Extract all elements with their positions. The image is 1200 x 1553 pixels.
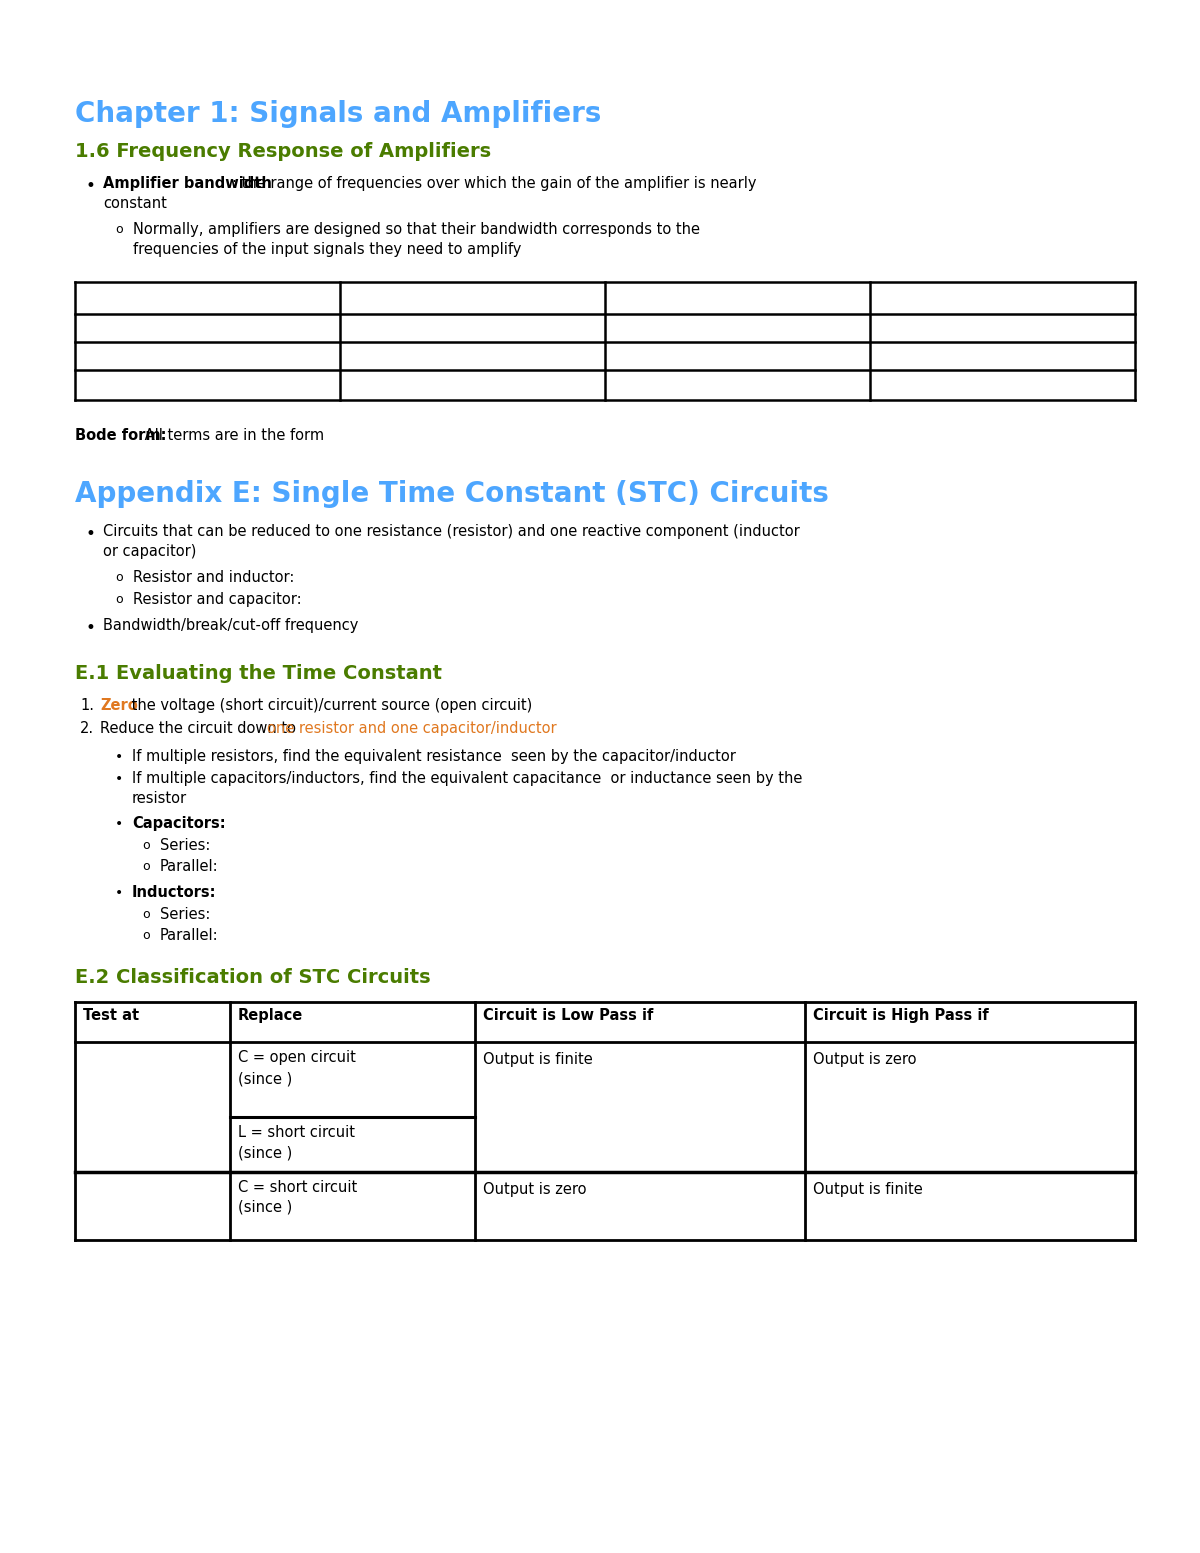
Text: E.1 Evaluating the Time Constant: E.1 Evaluating the Time Constant	[74, 665, 442, 683]
Text: Chapter 1: Signals and Amplifiers: Chapter 1: Signals and Amplifiers	[74, 99, 601, 127]
Text: Series:: Series:	[160, 839, 210, 853]
Text: o: o	[115, 224, 122, 236]
Text: frequencies of the input signals they need to amplify: frequencies of the input signals they ne…	[133, 242, 521, 256]
Text: Output is zero: Output is zero	[482, 1182, 587, 1197]
Text: If multiple resistors, find the equivalent resistance  seen by the capacitor/ind: If multiple resistors, find the equivale…	[132, 749, 736, 764]
Text: •: •	[115, 887, 124, 901]
Text: o: o	[142, 909, 150, 921]
Text: Output is zero: Output is zero	[814, 1051, 917, 1067]
Text: C = short circuit: C = short circuit	[238, 1180, 358, 1194]
Text: or capacitor): or capacitor)	[103, 544, 197, 559]
Text: constant: constant	[103, 196, 167, 211]
Text: 1.6 Frequency Response of Amplifiers: 1.6 Frequency Response of Amplifiers	[74, 141, 491, 162]
Text: •: •	[115, 817, 124, 831]
Text: •: •	[85, 177, 95, 196]
Text: C = open circuit: C = open circuit	[238, 1050, 356, 1065]
Text: Circuits that can be reduced to one resistance (resistor) and one reactive compo: Circuits that can be reduced to one resi…	[103, 523, 799, 539]
Text: Normally, amplifiers are designed so that their bandwidth corresponds to the: Normally, amplifiers are designed so tha…	[133, 222, 700, 238]
Text: Output is finite: Output is finite	[482, 1051, 593, 1067]
Text: Circuit is High Pass if: Circuit is High Pass if	[814, 1008, 989, 1023]
Text: the voltage (short circuit)/current source (open circuit): the voltage (short circuit)/current sour…	[127, 697, 533, 713]
Text: o: o	[142, 929, 150, 943]
Text: (since ): (since )	[238, 1200, 293, 1214]
Text: •: •	[85, 620, 95, 637]
Text: 2.: 2.	[80, 721, 94, 736]
Text: Amplifier bandwidth: Amplifier bandwidth	[103, 175, 272, 191]
Text: Replace: Replace	[238, 1008, 304, 1023]
Text: Inductors:: Inductors:	[132, 885, 216, 901]
Text: E.2 Classification of STC Circuits: E.2 Classification of STC Circuits	[74, 968, 431, 988]
Text: Bode form:: Bode form:	[74, 429, 167, 443]
Text: o: o	[142, 860, 150, 873]
Text: o: o	[142, 839, 150, 853]
Text: •: •	[115, 772, 124, 786]
Text: If multiple capacitors/inductors, find the equivalent capacitance  or inductance: If multiple capacitors/inductors, find t…	[132, 770, 803, 786]
Text: one resistor and one capacitor/inductor: one resistor and one capacitor/inductor	[268, 721, 557, 736]
Text: Parallel:: Parallel:	[160, 859, 218, 874]
Text: Circuit is Low Pass if: Circuit is Low Pass if	[482, 1008, 653, 1023]
Text: •: •	[85, 525, 95, 544]
Text: o: o	[115, 593, 122, 606]
Text: L = short circuit: L = short circuit	[238, 1124, 355, 1140]
Text: o: o	[115, 572, 122, 584]
Text: Zero: Zero	[100, 697, 138, 713]
Text: Appendix E: Single Time Constant (STC) Circuits: Appendix E: Single Time Constant (STC) C…	[74, 480, 829, 508]
Text: Resistor and capacitor:: Resistor and capacitor:	[133, 592, 301, 607]
Text: All terms are in the form: All terms are in the form	[140, 429, 324, 443]
Text: •: •	[115, 750, 124, 764]
Text: resistor: resistor	[132, 790, 187, 806]
Text: 1.: 1.	[80, 697, 94, 713]
Text: Series:: Series:	[160, 907, 210, 922]
Text: : the range of frequencies over which the gain of the amplifier is nearly: : the range of frequencies over which th…	[233, 175, 757, 191]
Text: Test at: Test at	[83, 1008, 139, 1023]
Text: Resistor and inductor:: Resistor and inductor:	[133, 570, 294, 585]
Text: (since ): (since )	[238, 1145, 293, 1160]
Text: Capacitors:: Capacitors:	[132, 815, 226, 831]
Text: Bandwidth/break/cut-off frequency: Bandwidth/break/cut-off frequency	[103, 618, 359, 634]
Text: Reduce the circuit down to: Reduce the circuit down to	[100, 721, 301, 736]
Text: Parallel:: Parallel:	[160, 929, 218, 943]
Text: (since ): (since )	[238, 1072, 293, 1087]
Text: Output is finite: Output is finite	[814, 1182, 923, 1197]
